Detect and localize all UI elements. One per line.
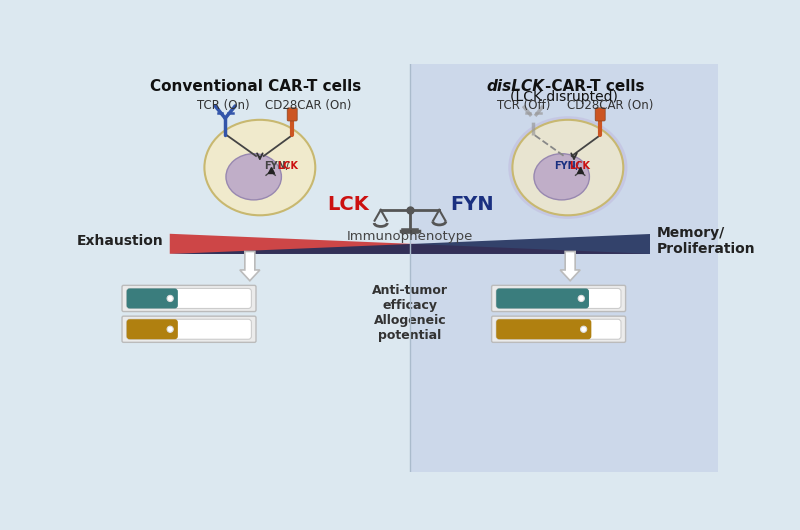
Text: Anti-tumor
efficacy: Anti-tumor efficacy [372, 284, 448, 312]
FancyBboxPatch shape [122, 316, 256, 342]
Text: LCK: LCK [327, 195, 370, 214]
Polygon shape [170, 234, 650, 254]
Text: CD28CAR (On): CD28CAR (On) [567, 99, 654, 112]
Text: disLCK: disLCK [486, 79, 545, 94]
FancyBboxPatch shape [126, 288, 178, 308]
Text: -CAR-T cells: -CAR-T cells [545, 79, 644, 94]
Bar [410, 64, 718, 472]
FancyBboxPatch shape [595, 108, 605, 121]
Ellipse shape [205, 120, 315, 215]
Circle shape [167, 326, 174, 332]
Circle shape [578, 295, 584, 302]
Ellipse shape [508, 116, 627, 219]
Bar [102, 64, 410, 472]
Ellipse shape [534, 154, 590, 200]
FancyBboxPatch shape [287, 108, 297, 121]
Text: TCR (On): TCR (On) [198, 99, 250, 112]
Text: CD28CAR (On): CD28CAR (On) [265, 99, 351, 112]
Text: FYN/: FYN/ [264, 161, 289, 171]
FancyBboxPatch shape [492, 285, 626, 312]
FancyBboxPatch shape [496, 319, 591, 339]
Circle shape [167, 295, 174, 302]
Polygon shape [170, 234, 650, 254]
FancyBboxPatch shape [496, 319, 621, 339]
Text: Memory/
Proliferation: Memory/ Proliferation [656, 226, 755, 256]
Ellipse shape [226, 154, 282, 200]
Text: Allogeneic
potential: Allogeneic potential [374, 314, 446, 342]
FancyBboxPatch shape [126, 319, 251, 339]
Text: FYN/: FYN/ [554, 161, 579, 171]
Text: LCK: LCK [278, 161, 298, 171]
FancyBboxPatch shape [126, 319, 178, 339]
Text: Conventional CAR-T cells: Conventional CAR-T cells [150, 79, 362, 94]
FancyBboxPatch shape [492, 316, 626, 342]
Text: Exhaustion: Exhaustion [77, 234, 164, 248]
Ellipse shape [513, 120, 623, 215]
Text: FYN: FYN [450, 195, 494, 214]
FancyBboxPatch shape [496, 288, 621, 308]
Polygon shape [240, 251, 260, 281]
Text: TCR (Off): TCR (Off) [498, 99, 550, 112]
Polygon shape [560, 251, 580, 281]
Circle shape [581, 326, 586, 332]
FancyBboxPatch shape [122, 285, 256, 312]
Text: LCK: LCK [570, 161, 590, 171]
FancyBboxPatch shape [126, 288, 251, 308]
Text: Immunophenotype: Immunophenotype [347, 231, 473, 243]
Text: (LCK disrupted): (LCK disrupted) [510, 90, 618, 104]
FancyBboxPatch shape [496, 288, 589, 308]
